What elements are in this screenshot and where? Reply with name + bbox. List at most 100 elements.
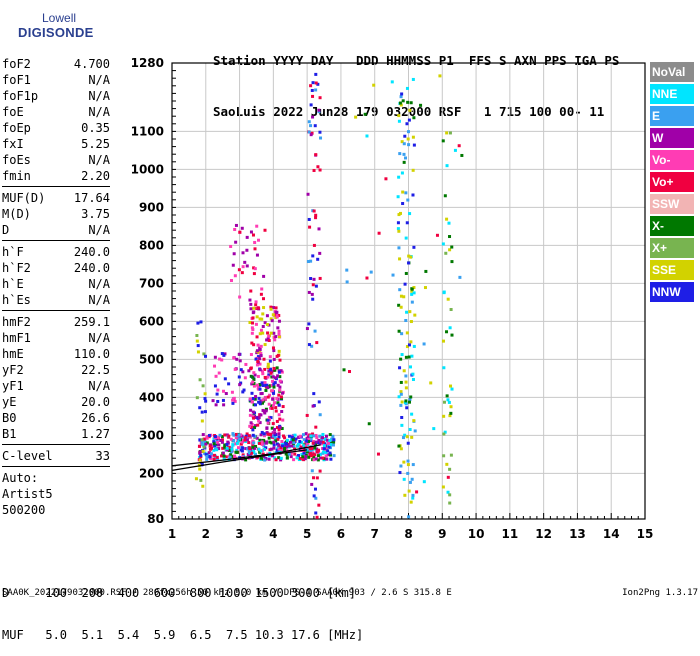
data-point — [263, 458, 267, 462]
data-point — [208, 455, 212, 459]
data-point — [204, 442, 208, 446]
param-name: hmF1 — [2, 331, 31, 345]
param-name: foEp — [2, 121, 31, 135]
data-point — [280, 439, 284, 443]
data-point — [261, 452, 265, 456]
data-point — [399, 95, 403, 99]
data-point — [201, 449, 205, 453]
data-point — [258, 362, 262, 366]
data-point — [258, 357, 262, 361]
data-point — [252, 310, 256, 314]
data-point — [255, 383, 259, 387]
data-point — [397, 114, 401, 118]
data-point — [297, 435, 301, 439]
data-point — [261, 331, 265, 335]
legend-item-w: W — [650, 128, 694, 148]
data-point — [229, 437, 233, 441]
data-point — [280, 444, 284, 448]
data-point — [292, 444, 296, 448]
data-point — [275, 366, 279, 370]
data-point — [241, 453, 245, 457]
data-point — [384, 177, 388, 181]
data-point — [446, 297, 450, 301]
data-point — [277, 432, 281, 436]
param-row-he: h`E N/A — [2, 276, 110, 292]
data-point — [400, 171, 404, 175]
data-point — [396, 227, 400, 231]
data-point — [408, 398, 412, 402]
x-tick-label: 6 — [337, 527, 345, 541]
legend-item-ssw: SSW — [650, 194, 694, 214]
data-point — [235, 357, 239, 361]
data-point — [396, 195, 400, 199]
data-point — [316, 257, 320, 261]
data-point — [410, 412, 414, 416]
data-point — [249, 408, 253, 412]
data-point — [432, 427, 436, 431]
data-point — [445, 462, 449, 466]
x-tick-label: 5 — [303, 527, 311, 541]
data-point — [220, 352, 224, 356]
data-point — [408, 480, 412, 484]
data-point — [205, 436, 209, 440]
data-point — [267, 334, 271, 338]
data-point — [255, 436, 259, 440]
data-point — [296, 454, 300, 458]
data-point — [257, 238, 261, 242]
data-point — [272, 446, 276, 450]
data-point — [272, 391, 276, 395]
legend-item-nnw: NNW — [650, 282, 694, 302]
data-point — [320, 436, 324, 440]
data-point — [237, 446, 241, 450]
data-point — [204, 354, 208, 358]
data-point — [298, 456, 302, 460]
data-point — [254, 322, 258, 326]
data-point — [258, 421, 262, 425]
data-point — [311, 439, 315, 443]
data-point — [445, 330, 449, 334]
data-point — [318, 168, 322, 172]
data-point — [238, 295, 242, 299]
data-point — [445, 394, 449, 398]
param-value: 259.1 — [73, 315, 110, 329]
data-point — [400, 423, 404, 427]
data-point — [237, 352, 241, 356]
data-point — [207, 434, 211, 438]
data-point — [284, 440, 288, 444]
data-point — [306, 260, 310, 264]
param-row-b1: B1 1.27 — [2, 426, 110, 442]
data-point — [313, 453, 317, 457]
data-point — [195, 396, 199, 400]
data-point — [233, 454, 237, 458]
legend-item-xminus: X- — [650, 216, 694, 236]
param-row-yf2: yF2 22.5 — [2, 362, 110, 378]
data-point — [255, 363, 259, 367]
data-point — [302, 438, 306, 442]
data-point — [251, 433, 255, 437]
data-point — [279, 458, 283, 462]
data-point — [259, 413, 263, 417]
data-point — [267, 415, 271, 419]
data-point — [405, 310, 409, 314]
data-point — [310, 344, 314, 348]
data-point — [278, 358, 282, 362]
data-point — [450, 260, 454, 264]
data-point — [270, 319, 274, 323]
data-point — [287, 434, 291, 438]
param-value: N/A — [88, 105, 110, 119]
data-point — [274, 458, 278, 462]
data-point — [249, 425, 253, 429]
data-point — [249, 421, 253, 425]
param-name: hmF2 — [2, 315, 31, 329]
data-point — [247, 441, 251, 445]
data-point — [273, 401, 277, 405]
data-point — [401, 99, 405, 103]
param-name: M(D) — [2, 207, 31, 221]
data-point — [405, 122, 409, 126]
param-value: 20.0 — [81, 395, 110, 409]
data-point — [409, 365, 413, 369]
data-point — [260, 287, 264, 291]
data-point — [271, 346, 275, 350]
data-point — [199, 478, 203, 482]
data-point — [318, 251, 322, 255]
